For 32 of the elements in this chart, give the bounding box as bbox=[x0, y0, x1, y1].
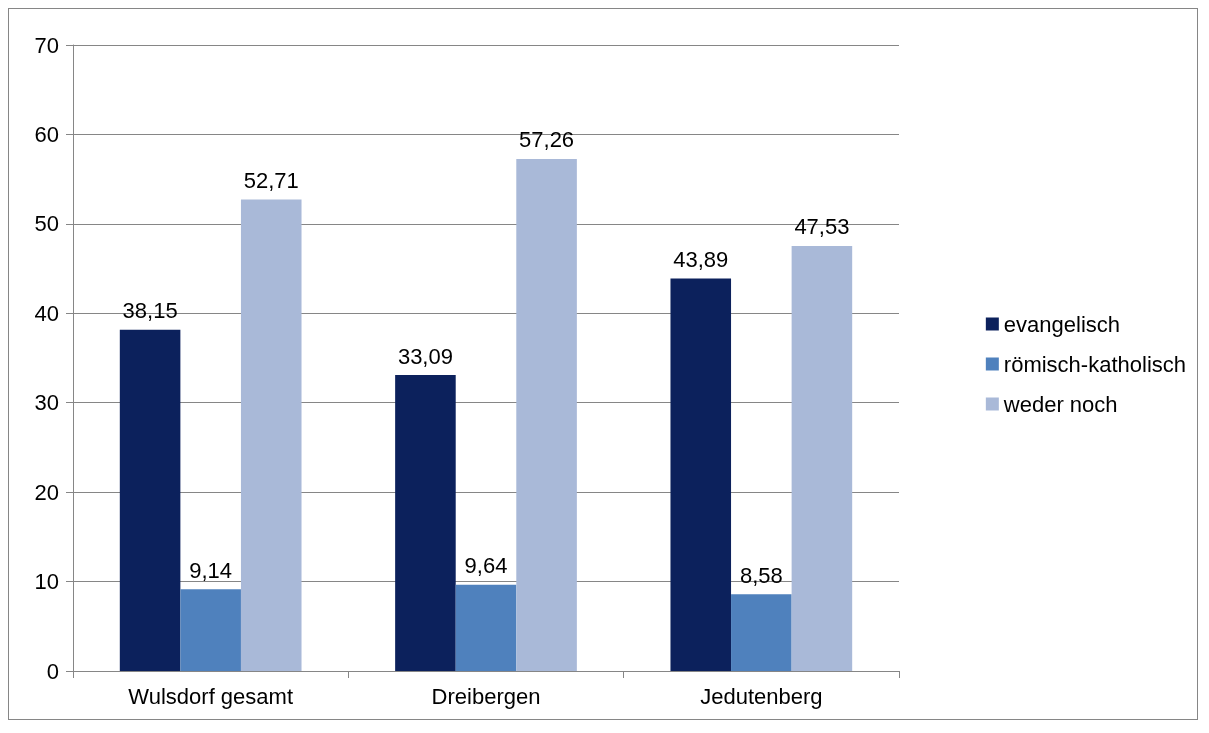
data-label: 9,64 bbox=[464, 553, 508, 579]
bar bbox=[119, 329, 181, 671]
y-tick-label: 10 bbox=[34, 569, 59, 595]
data-label: 52,71 bbox=[243, 168, 299, 194]
bar bbox=[731, 594, 792, 671]
bar bbox=[180, 589, 241, 671]
data-label: 8,58 bbox=[739, 562, 783, 588]
y-tick-label: 60 bbox=[34, 121, 59, 147]
bar bbox=[516, 158, 577, 671]
legend-label: römisch-katholisch bbox=[1003, 351, 1187, 377]
x-tick-label: Wulsdorf gesamt bbox=[128, 683, 293, 709]
y-tick-label: 70 bbox=[34, 32, 59, 58]
bar bbox=[395, 375, 456, 671]
legend-label: weder noch bbox=[1002, 391, 1118, 417]
data-label: 43,89 bbox=[673, 247, 729, 272]
data-label: 47,53 bbox=[794, 214, 850, 240]
y-tick-label: 0 bbox=[46, 658, 59, 684]
y-tick-label: 50 bbox=[34, 211, 59, 237]
data-label: 33,09 bbox=[397, 343, 453, 369]
y-tick-label: 30 bbox=[34, 390, 59, 416]
bar bbox=[670, 278, 732, 671]
data-label: 57,26 bbox=[519, 127, 575, 153]
legend-label: evangelisch bbox=[1003, 311, 1121, 337]
y-tick-label: 20 bbox=[34, 479, 59, 505]
bar bbox=[791, 245, 853, 671]
bar bbox=[455, 584, 517, 671]
y-tick-label: 40 bbox=[34, 300, 59, 326]
x-tick-label: Dreibergen bbox=[431, 683, 541, 709]
bar bbox=[240, 199, 302, 671]
data-label: 38,15 bbox=[122, 298, 178, 324]
x-tick-label: Jedutenberg bbox=[700, 683, 823, 709]
data-label: 9,14 bbox=[189, 557, 233, 583]
